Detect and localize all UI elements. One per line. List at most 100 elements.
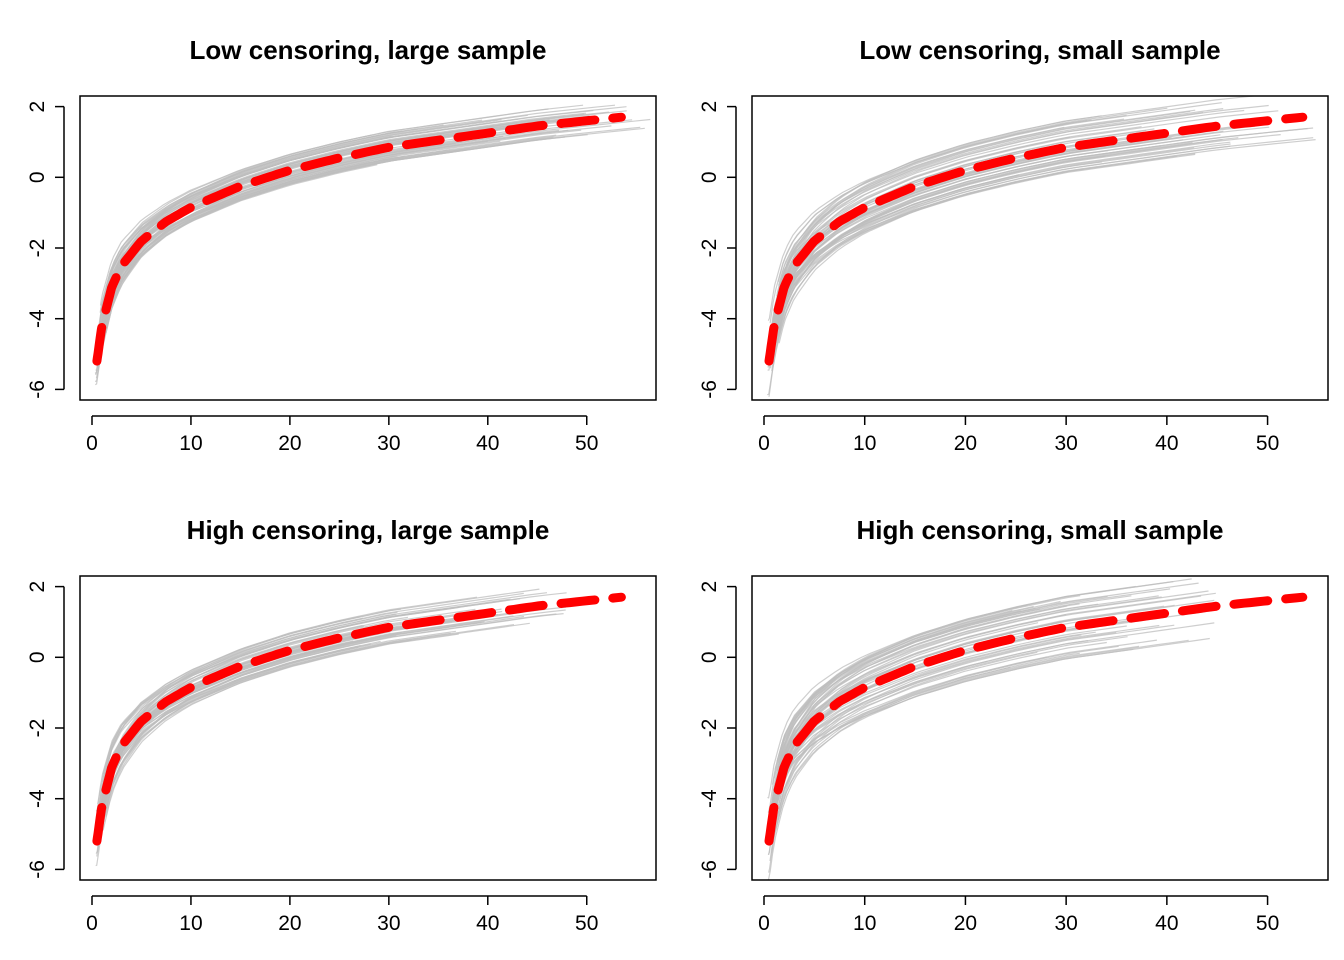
simulated-curve bbox=[772, 153, 1196, 348]
simulated-curve bbox=[775, 604, 1175, 781]
x-tick-label: 30 bbox=[377, 432, 400, 455]
simulated-curve bbox=[772, 137, 1239, 356]
simulated-curve bbox=[775, 596, 1162, 783]
x-tick-label: 0 bbox=[758, 912, 770, 935]
simulated-curve bbox=[773, 109, 1196, 312]
plot-box bbox=[79, 95, 657, 401]
simulated-curve bbox=[94, 140, 501, 375]
x-tick-label: 10 bbox=[179, 432, 202, 455]
simulated-curve bbox=[776, 585, 1136, 771]
y-tick-label: -2 bbox=[698, 239, 721, 258]
x-tick-label: 10 bbox=[853, 432, 876, 455]
simulated-curve bbox=[775, 639, 1157, 802]
simulated-curve bbox=[104, 615, 525, 816]
x-tick-label: 50 bbox=[575, 912, 598, 935]
plot-box bbox=[79, 575, 657, 881]
panel-1-title: Low censoring, large sample bbox=[190, 35, 547, 65]
panel-2-plot-area bbox=[764, 96, 1316, 397]
panel-2-title: Low censoring, small sample bbox=[859, 35, 1220, 65]
y-tick-label: -2 bbox=[26, 719, 49, 738]
y-tick-label: -6 bbox=[26, 860, 49, 879]
x-tick-label: 30 bbox=[1054, 912, 1077, 935]
panel-4-plot-area bbox=[764, 578, 1308, 880]
y-tick-label: -4 bbox=[698, 309, 721, 328]
simulated-curve bbox=[769, 624, 1175, 862]
simulated-curve bbox=[105, 131, 423, 295]
y-tick-label: -2 bbox=[26, 239, 49, 258]
x-tick-label: 20 bbox=[954, 432, 977, 455]
panel-1: Low censoring, large sample 0 10 20 30 40 50-… bbox=[26, 35, 657, 455]
simulated-curve bbox=[767, 599, 1215, 832]
simulated-curve bbox=[99, 134, 373, 306]
true-curve bbox=[764, 592, 1308, 846]
y-tick-label: 2 bbox=[26, 581, 49, 593]
simulated-curve bbox=[777, 126, 1270, 330]
panel-3: High censoring, large sample 0 10 20 30 40 50… bbox=[26, 515, 657, 935]
simulated-curve bbox=[769, 648, 1134, 836]
panel-2: Low censoring, small sample 0 10 20 30 40 50-… bbox=[698, 35, 1329, 455]
y-tick-label: 0 bbox=[26, 171, 49, 183]
y-tick-label: -2 bbox=[698, 719, 721, 738]
x-tick-label: 0 bbox=[86, 912, 98, 935]
x-tick-label: 20 bbox=[954, 912, 977, 935]
y-tick-label: -4 bbox=[26, 789, 49, 808]
y-tick-label: 0 bbox=[698, 171, 721, 183]
y-tick-label: 2 bbox=[698, 101, 721, 113]
simulated-curve bbox=[769, 637, 1210, 834]
simulated-curve bbox=[775, 134, 1281, 332]
simulated-curve bbox=[105, 624, 515, 796]
simulated-curve bbox=[769, 645, 1140, 839]
y-tick-label: 0 bbox=[698, 651, 721, 663]
simulated-curve bbox=[772, 651, 1038, 840]
x-tick-label: 20 bbox=[278, 432, 301, 455]
y-tick-label: -6 bbox=[26, 380, 49, 399]
x-tick-label: 20 bbox=[278, 912, 301, 935]
simulated-curve bbox=[774, 624, 1160, 805]
simulated-curve bbox=[771, 152, 1196, 372]
simulated-curve bbox=[771, 639, 1189, 854]
x-tick-label: 0 bbox=[758, 432, 770, 455]
simulated-curve bbox=[777, 641, 1107, 796]
y-tick-label: 2 bbox=[698, 581, 721, 593]
x-tick-label: 10 bbox=[179, 912, 202, 935]
simulated-curve bbox=[772, 126, 1142, 326]
y-tick-label: -6 bbox=[698, 860, 721, 879]
simulated-curve bbox=[97, 129, 582, 359]
simulated-curve bbox=[776, 607, 1036, 791]
simulated-curve bbox=[768, 143, 1231, 397]
x-tick-label: 10 bbox=[853, 912, 876, 935]
true-curve bbox=[92, 592, 626, 846]
simulated-curve bbox=[95, 143, 456, 350]
simulated-curve bbox=[768, 645, 1119, 873]
simulated-curve bbox=[774, 109, 1245, 308]
panel-3-plot-area bbox=[92, 588, 626, 867]
true-curve bbox=[764, 112, 1308, 366]
x-tick-label: 0 bbox=[86, 432, 98, 455]
simulated-curve bbox=[97, 613, 397, 805]
panel-1-plot-area bbox=[92, 104, 651, 386]
x-tick-label: 50 bbox=[1256, 912, 1279, 935]
x-tick-label: 40 bbox=[476, 432, 499, 455]
x-tick-label: 50 bbox=[575, 432, 598, 455]
x-tick-label: 30 bbox=[1054, 432, 1077, 455]
plot-box bbox=[751, 575, 1329, 881]
x-tick-label: 40 bbox=[476, 912, 499, 935]
simulated-curve bbox=[777, 119, 1088, 282]
simulated-curve bbox=[99, 639, 412, 815]
y-tick-label: 0 bbox=[26, 651, 49, 663]
simulated-curve bbox=[777, 605, 1068, 785]
y-tick-label: -4 bbox=[698, 789, 721, 808]
plot-box bbox=[751, 95, 1329, 401]
x-tick-label: 40 bbox=[1155, 432, 1178, 455]
simulated-curve bbox=[105, 635, 397, 813]
x-tick-label: 30 bbox=[377, 912, 400, 935]
x-tick-label: 50 bbox=[1256, 432, 1279, 455]
y-tick-label: 2 bbox=[26, 101, 49, 113]
simulated-curve bbox=[94, 126, 641, 382]
simulated-curve bbox=[777, 102, 1222, 309]
simulated-curve bbox=[776, 126, 1065, 294]
panel-4-title: High censoring, small sample bbox=[857, 515, 1224, 545]
y-tick-label: -4 bbox=[26, 309, 49, 328]
